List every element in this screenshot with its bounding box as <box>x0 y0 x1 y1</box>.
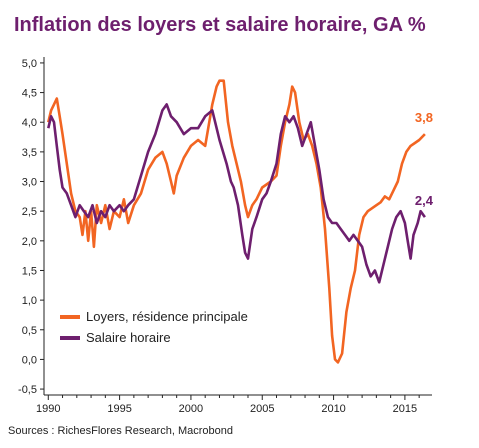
legend-label: Salaire horaire <box>86 330 171 345</box>
chart-source: Sources : RichesFlores Research, Macrobo… <box>8 425 233 437</box>
x-tick-label: 1990 <box>36 403 60 415</box>
chart-legend: Loyers, résidence principale Salaire hora… <box>60 309 248 345</box>
y-tick-label: 3,5 <box>22 147 37 159</box>
series-line-salaire-horaire <box>47 103 426 284</box>
y-tick-label: 0,0 <box>22 354 37 366</box>
x-tick-label: 2015 <box>393 403 417 415</box>
series-line-loyers <box>47 79 426 364</box>
end-value-label: 2,4 <box>415 193 434 208</box>
series-layer <box>47 79 426 364</box>
x-tick-label: 2000 <box>179 403 203 415</box>
y-tick-label: 2,0 <box>22 236 37 248</box>
x-tick-label: 2005 <box>250 403 274 415</box>
chart-title: Inflation des loyers et salaire horaire,… <box>14 14 426 36</box>
end-labels: 3,8 2,4 <box>415 110 434 208</box>
end-value-label: 3,8 <box>415 110 433 125</box>
y-tick-label: 3,0 <box>22 177 37 189</box>
y-tick-label: -0,5 <box>18 384 37 396</box>
chart-axes: -0,5 0,0 0,5 1,0 1,5 2,0 2,5 3,0 3,5 4,0 4,5 5,0 199… <box>18 57 432 415</box>
y-tick-label: 1,5 <box>22 265 37 277</box>
legend-label: Loyers, résidence principale <box>86 309 248 324</box>
y-tick-label: 4,5 <box>22 88 37 100</box>
x-tick-label: 1995 <box>107 403 131 415</box>
y-tick-label: 1,0 <box>22 295 37 307</box>
y-tick-label: 2,5 <box>22 206 37 218</box>
y-tick-label: 5,0 <box>22 58 37 70</box>
y-tick-label: 0,5 <box>22 325 37 337</box>
x-tick-label: 2010 <box>321 403 345 415</box>
y-tick-label: 4,0 <box>22 117 37 129</box>
